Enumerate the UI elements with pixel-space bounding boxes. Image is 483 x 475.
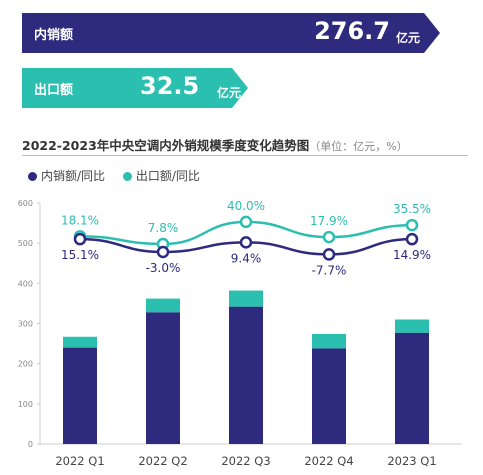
- domestic-yoy-point: [322, 248, 336, 261]
- export-sales-label: 出口额: [34, 83, 74, 98]
- export-sales-banner: 出口额 32.5 亿元: [22, 68, 248, 108]
- y-tick-label: 100: [18, 400, 33, 409]
- y-tick-label: 600: [18, 199, 33, 208]
- export-yoy-point: [239, 215, 253, 229]
- legend-item-export: 出口额/同比: [122, 167, 200, 184]
- chart-unit-note: （单位：亿元，%）: [309, 140, 408, 153]
- domestic-yoy-label: 14.9%: [393, 248, 431, 262]
- x-tick-label: 2022 Q3: [221, 454, 270, 468]
- export-yoy-point: [405, 218, 419, 232]
- domestic-sales-banner: 内销额 276.7 亿元: [22, 13, 440, 53]
- domestic-yoy-point: [239, 236, 253, 249]
- bar-export: [63, 336, 97, 348]
- y-tick-label: 500: [18, 239, 33, 248]
- bar-export: [312, 333, 346, 349]
- domestic-yoy-point: [73, 232, 87, 246]
- export-sales-unit: 亿元: [217, 86, 242, 100]
- x-tick-label: 2023 Q1: [387, 454, 436, 468]
- x-tick-label: 2022 Q4: [304, 454, 353, 468]
- bar-domestic: [395, 332, 429, 444]
- bar-domestic: [229, 306, 263, 444]
- domestic-yoy-label: 9.4%: [231, 251, 262, 265]
- legend-item-domestic: 内销额/同比: [28, 167, 105, 184]
- chart-legend: 内销额/同比 出口额/同比: [28, 167, 214, 184]
- x-tick-label: 2022 Q1: [55, 454, 104, 468]
- chart-title: 2022-2023年中央空调内外销规模季度变化趋势图: [22, 138, 310, 153]
- y-tick-label: 200: [18, 360, 33, 369]
- domestic-sales-label: 内销额: [34, 28, 74, 43]
- legend-dot-export: [122, 172, 132, 181]
- domestic-yoy-point: [405, 232, 419, 246]
- bar-export: [395, 319, 429, 333]
- export-yoy-point: [322, 230, 336, 244]
- bar-domestic: [312, 348, 346, 444]
- bar-export: [229, 290, 263, 307]
- y-tick-label: 0: [28, 440, 33, 449]
- domestic-sales-unit: 亿元: [395, 31, 420, 45]
- chart-title-row: 2022-2023年中央空调内外销规模季度变化趋势图（单位：亿元，%）: [22, 135, 408, 154]
- y-tick-label: 400: [18, 279, 33, 288]
- domestic-sales-value: 276.7: [314, 17, 390, 45]
- bar-export: [146, 298, 180, 313]
- export-yoy-label: 7.8%: [148, 221, 179, 235]
- domestic-yoy-label: 15.1%: [61, 248, 99, 262]
- domestic-yoy-point: [156, 245, 170, 259]
- title-divider: [22, 155, 468, 156]
- domestic-yoy-label: -3.0%: [146, 261, 181, 275]
- domestic-yoy-label: -7.7%: [312, 263, 347, 277]
- export-yoy-label: 40.0%: [227, 199, 265, 213]
- legend-label-domestic: 内销额/同比: [41, 169, 106, 183]
- bar-domestic: [63, 347, 97, 444]
- export-yoy-label: 35.5%: [393, 202, 431, 216]
- export-yoy-label: 17.9%: [310, 214, 348, 228]
- export-sales-value: 32.5: [140, 72, 200, 100]
- export-yoy-label: 18.1%: [61, 213, 99, 227]
- x-tick-label: 2022 Q2: [138, 454, 187, 468]
- legend-dot-domestic: [28, 172, 37, 181]
- bar-domestic: [146, 312, 180, 444]
- legend-label-export: 出口额/同比: [135, 169, 200, 183]
- y-tick-label: 300: [18, 320, 33, 329]
